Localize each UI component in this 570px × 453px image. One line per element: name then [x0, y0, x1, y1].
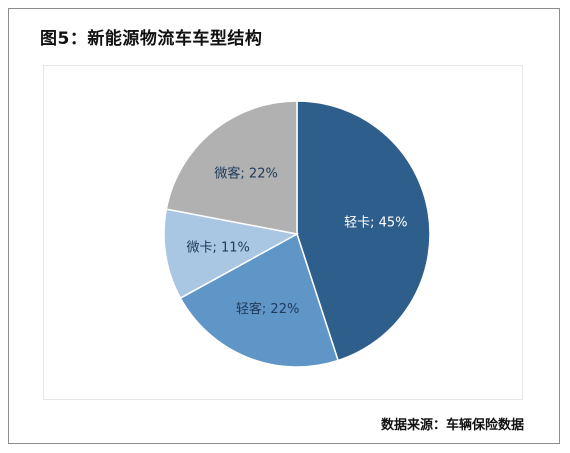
slice-label-1: 轻客; 22%: [236, 301, 299, 317]
chart-title: 图5：新能源物流车车型结构: [40, 29, 263, 49]
pie-slice-2: [163, 208, 300, 300]
source-note: 数据来源：车辆保险数据: [380, 418, 524, 433]
slice-label-2: 微卡; 11%: [186, 240, 249, 255]
slice-label-3: 微客; 22%: [214, 166, 277, 182]
pie-slice-1: [179, 232, 340, 368]
pie-slice-0: [296, 100, 431, 362]
slice-label-0: 轻卡; 45%: [344, 216, 407, 231]
pie-slice-3: [165, 100, 298, 235]
